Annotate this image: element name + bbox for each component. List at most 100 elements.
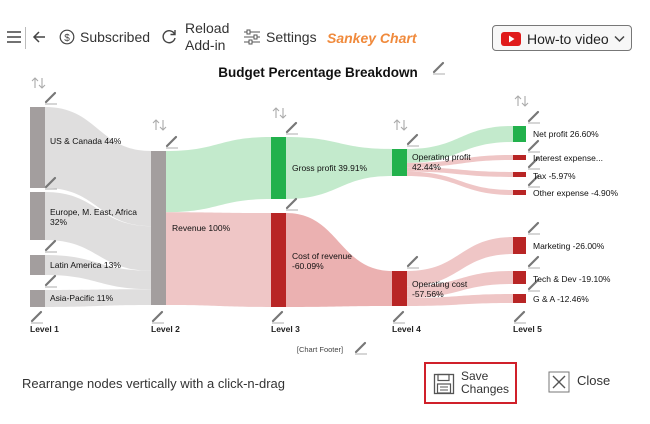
node-label-cor: Cost of revenue -60.09% bbox=[292, 251, 352, 271]
back-arrow-icon[interactable] bbox=[31, 29, 47, 45]
sankey-node-oc[interactable] bbox=[392, 271, 407, 306]
level-edit-pencil-icon[interactable] bbox=[513, 310, 526, 324]
node-edit-pencil-icon[interactable] bbox=[285, 121, 298, 135]
node-edit-pencil-icon[interactable] bbox=[406, 133, 419, 147]
level-edit-pencil-icon[interactable] bbox=[30, 310, 43, 324]
howto-label: How-to video bbox=[527, 31, 609, 47]
node-label-rev: Revenue 100% bbox=[172, 223, 231, 233]
sort-level-icon[interactable] bbox=[272, 107, 287, 119]
sankey-node-ap[interactable] bbox=[30, 290, 45, 307]
node-edit-pencil-icon[interactable] bbox=[285, 197, 298, 211]
refresh-icon bbox=[162, 30, 176, 44]
level-label-3: Level 3 bbox=[271, 324, 300, 334]
settings-button[interactable]: Settings bbox=[243, 29, 317, 45]
chart-footer: [Chart Footer] bbox=[297, 345, 343, 354]
node-edit-pencil-icon[interactable] bbox=[44, 176, 57, 190]
subscribed-button[interactable]: $ Subscribed bbox=[59, 29, 150, 45]
node-label-oe: Other expense -4.90% bbox=[533, 188, 618, 198]
sankey-link-rev-gp bbox=[166, 137, 271, 213]
level-label-5: Level 5 bbox=[513, 324, 542, 334]
reload-label-line2: Add-in bbox=[185, 37, 226, 53]
node-label-np: Net profit 26.60% bbox=[533, 129, 599, 139]
node-label-ie: Interest expense... bbox=[533, 153, 603, 163]
node-edit-pencil-icon[interactable] bbox=[527, 278, 540, 292]
sankey-node-op[interactable] bbox=[392, 149, 407, 176]
app-title: Sankey Chart bbox=[327, 30, 417, 46]
close-icon bbox=[548, 371, 570, 393]
chart-title: Budget Percentage Breakdown bbox=[218, 65, 418, 80]
youtube-icon bbox=[501, 32, 521, 46]
sankey-node-mk[interactable] bbox=[513, 237, 526, 254]
hamburger-menu-icon[interactable] bbox=[6, 29, 22, 45]
sankey-node-cor[interactable] bbox=[271, 213, 286, 307]
level-label-2: Level 2 bbox=[151, 324, 180, 334]
node-edit-pencil-icon[interactable] bbox=[527, 156, 540, 170]
howto-video-dropdown[interactable]: How-to video bbox=[492, 25, 632, 51]
sort-level-icon[interactable] bbox=[31, 77, 46, 89]
node-edit-pencil-icon[interactable] bbox=[44, 239, 57, 253]
sankey-link-rev-cor bbox=[166, 212, 271, 307]
node-edit-pencil-icon[interactable] bbox=[527, 139, 540, 153]
node-label-gp: Gross profit 39.91% bbox=[292, 163, 368, 173]
node-edit-pencil-icon[interactable] bbox=[527, 110, 540, 124]
svg-text:$: $ bbox=[64, 33, 70, 44]
node-edit-pencil-icon[interactable] bbox=[406, 255, 419, 269]
sankey-node-us[interactable] bbox=[30, 107, 45, 188]
node-edit-pencil-icon[interactable] bbox=[165, 135, 178, 149]
node-label-us: US & Canada 44% bbox=[50, 136, 122, 146]
sort-level-icon[interactable] bbox=[152, 119, 167, 131]
sankey-node-ga[interactable] bbox=[513, 294, 526, 303]
title-edit-pencil-icon[interactable] bbox=[432, 61, 445, 75]
sankey-link-oc-mk bbox=[407, 237, 513, 287]
node-label-ap: Asia-Pacific 11% bbox=[50, 293, 114, 303]
sankey-link-la-rev bbox=[45, 255, 151, 290]
floppy-disk-icon bbox=[433, 373, 455, 395]
sliders-icon bbox=[244, 29, 260, 45]
footer-edit-pencil-icon[interactable] bbox=[354, 341, 367, 355]
drag-hint-text: Rearrange nodes vertically with a click-… bbox=[22, 376, 286, 391]
node-label-op: Operating profit 42.44% bbox=[412, 152, 471, 172]
node-edit-pencil-icon[interactable] bbox=[44, 91, 57, 105]
sankey-link-op-oe bbox=[407, 171, 513, 195]
reload-addin-button[interactable]: Reload Add-in bbox=[160, 20, 229, 54]
sankey-link-oc-td bbox=[407, 271, 513, 298]
node-label-tax: Tax -5.97% bbox=[533, 171, 576, 181]
close-label: Close bbox=[577, 373, 611, 388]
node-edit-pencil-icon[interactable] bbox=[527, 174, 540, 188]
node-label-oc: Operating cost -57.56% bbox=[412, 279, 468, 299]
level-edit-pencil-icon[interactable] bbox=[151, 310, 164, 324]
node-edit-pencil-icon[interactable] bbox=[527, 255, 540, 269]
sankey-node-ie[interactable] bbox=[513, 155, 526, 160]
node-label-ga: G & A -12.46% bbox=[533, 294, 589, 304]
node-label-la: Latin America 13% bbox=[50, 260, 121, 270]
sankey-node-eu[interactable] bbox=[30, 192, 45, 240]
reload-label-line1: Reload bbox=[185, 20, 230, 36]
sankey-node-tax[interactable] bbox=[513, 172, 526, 177]
sankey-link-us-rev bbox=[45, 107, 151, 227]
toolbar-divider bbox=[25, 27, 26, 49]
sankey-node-rev[interactable] bbox=[151, 151, 166, 305]
node-label-eu: Europe, M. East, Africa 32% bbox=[50, 207, 137, 227]
sankey-link-gp-op bbox=[286, 137, 392, 199]
close-button[interactable]: Close bbox=[546, 370, 611, 394]
sankey-node-oe[interactable] bbox=[513, 190, 526, 195]
sort-level-icon[interactable] bbox=[514, 95, 529, 107]
node-edit-pencil-icon[interactable] bbox=[527, 221, 540, 235]
sankey-node-np[interactable] bbox=[513, 126, 526, 142]
sankey-node-la[interactable] bbox=[30, 255, 45, 275]
sort-level-icon[interactable] bbox=[393, 119, 408, 131]
settings-label: Settings bbox=[266, 29, 317, 45]
sankey-link-op-ie bbox=[407, 155, 513, 168]
save-label-line1: Save bbox=[461, 369, 489, 383]
level-edit-pencil-icon[interactable] bbox=[271, 310, 284, 324]
sankey-node-td[interactable] bbox=[513, 271, 526, 284]
node-label-td: Tech & Dev -19.10% bbox=[533, 274, 611, 284]
chevron-down-icon bbox=[614, 35, 625, 43]
save-changes-button[interactable]: Save Changes bbox=[424, 362, 517, 404]
sankey-link-cor-oc bbox=[286, 213, 392, 307]
level-edit-pencil-icon[interactable] bbox=[392, 310, 405, 324]
sankey-node-gp[interactable] bbox=[271, 137, 286, 199]
node-edit-pencil-icon[interactable] bbox=[44, 274, 57, 288]
sankey-link-eu-rev bbox=[45, 192, 151, 271]
